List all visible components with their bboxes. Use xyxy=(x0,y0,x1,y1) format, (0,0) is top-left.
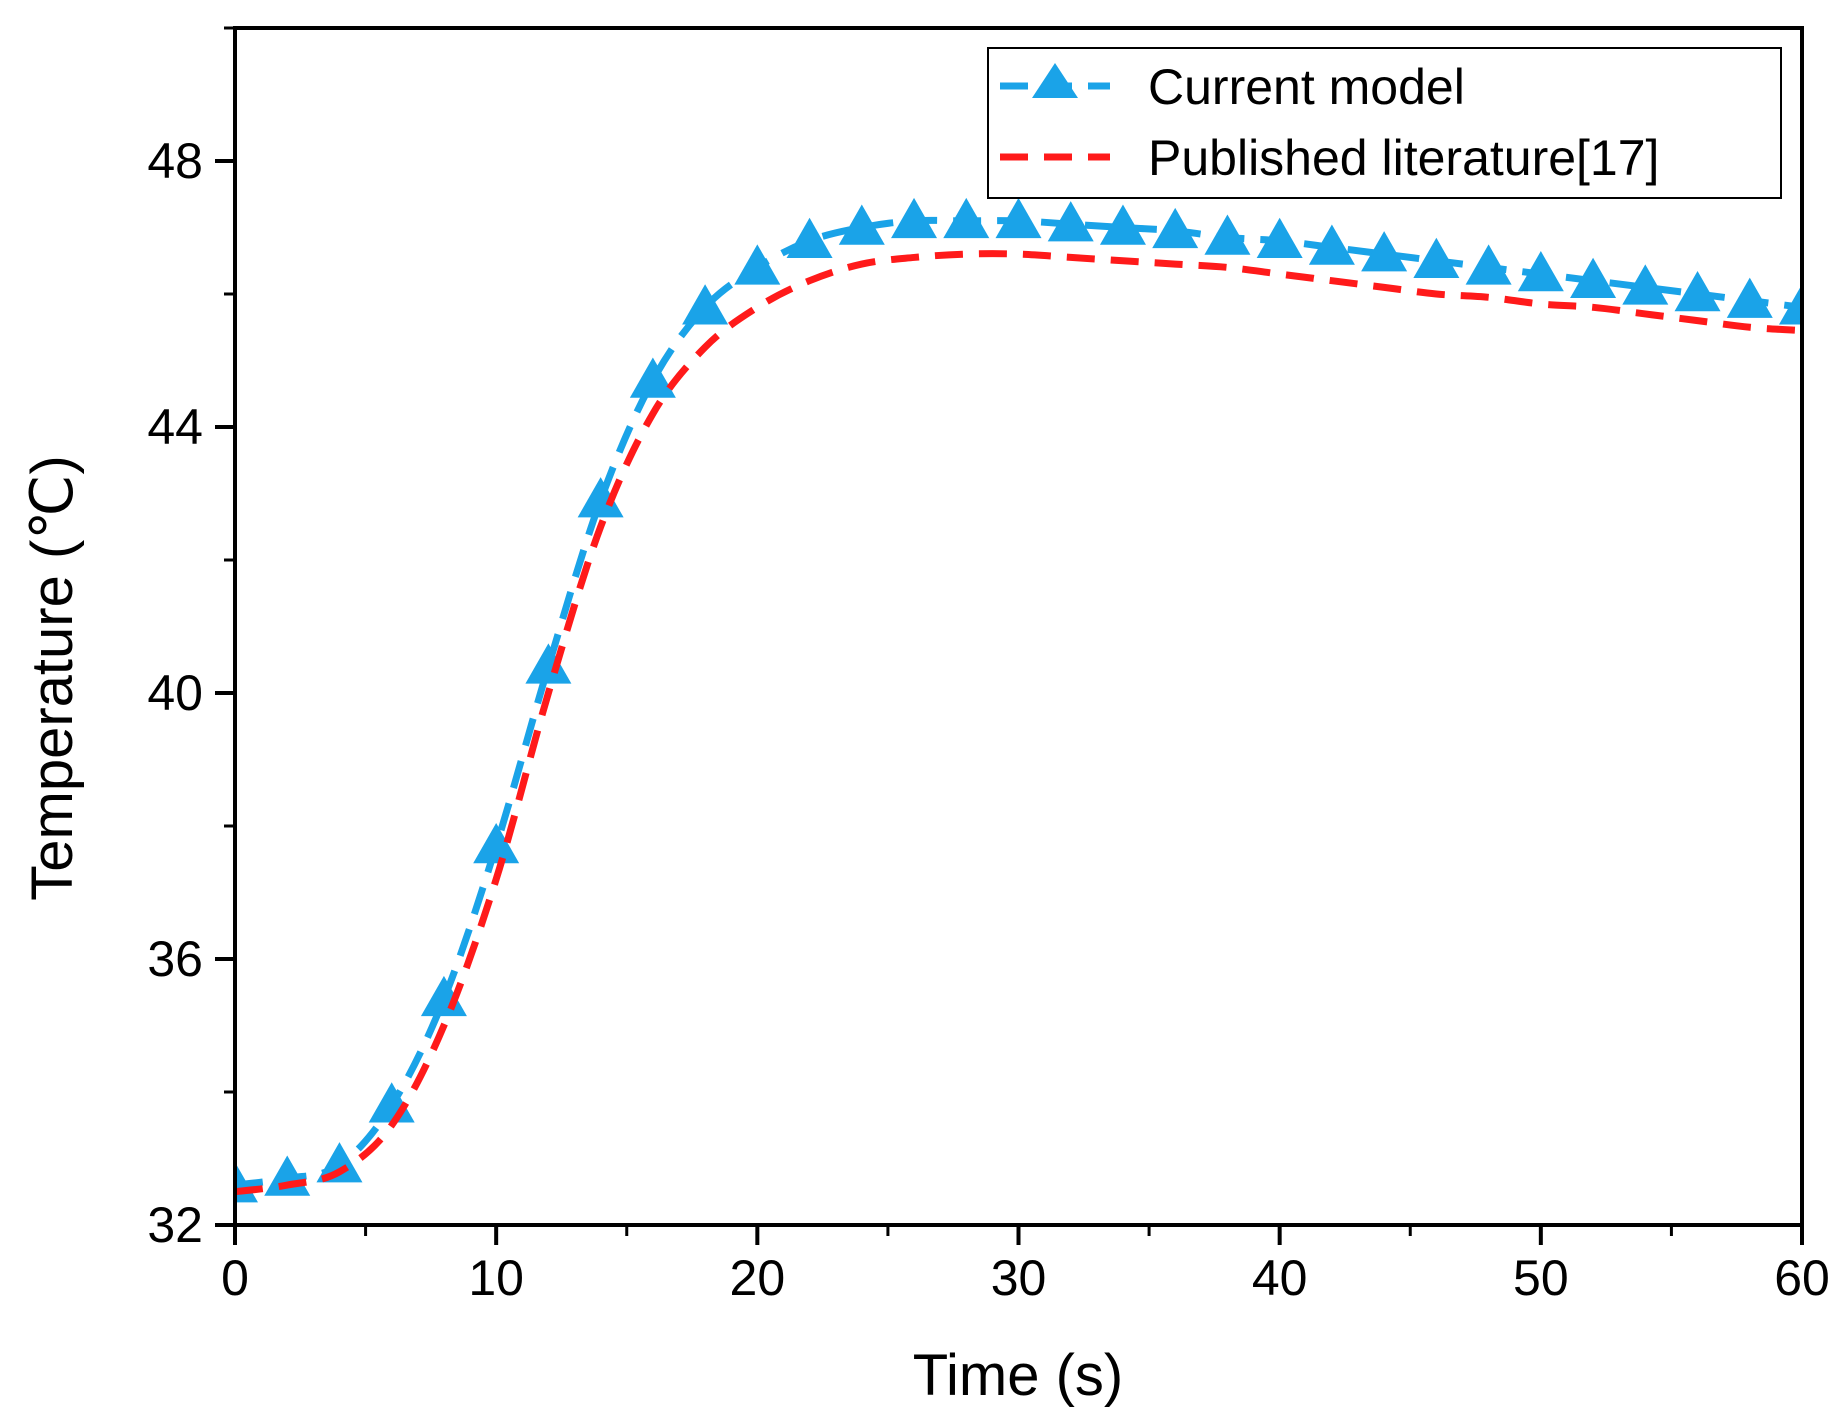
x-tick-label: 50 xyxy=(1513,1250,1569,1306)
data-point-marker xyxy=(734,244,781,285)
y-tick-label: 36 xyxy=(147,931,203,987)
legend-triangle-marker-icon xyxy=(1032,63,1078,98)
data-point-marker xyxy=(682,284,729,325)
series-layer xyxy=(235,197,1802,1203)
y-tick-label: 44 xyxy=(147,399,203,455)
data-point-marker xyxy=(316,1142,363,1183)
y-tick-label: 32 xyxy=(147,1197,203,1253)
data-point-marker xyxy=(1570,257,1617,298)
x-tick-label: 40 xyxy=(1252,1250,1308,1306)
series-0 xyxy=(235,197,1802,1203)
data-point-marker xyxy=(1622,264,1669,305)
y-tick-label: 40 xyxy=(147,665,203,721)
y-axis-title: Temperature (℃) xyxy=(20,455,85,900)
data-point-marker xyxy=(1726,277,1773,318)
x-tick-label: 30 xyxy=(991,1250,1047,1306)
data-point-marker xyxy=(525,643,572,684)
legend-label-published-literature: Published literature[17] xyxy=(1148,130,1659,186)
data-point-marker xyxy=(1674,271,1721,312)
data-point-marker xyxy=(891,197,938,239)
data-point-marker xyxy=(1465,244,1512,285)
data-point-marker xyxy=(838,204,885,245)
data-point-marker xyxy=(1152,207,1199,249)
y-tick-label: 48 xyxy=(147,133,203,189)
legend: Current model Published literature[17] xyxy=(987,47,1782,199)
data-point-marker xyxy=(1779,284,1802,325)
series-1 xyxy=(235,250,1802,1196)
data-point-marker xyxy=(1361,231,1408,272)
x-tick-label: 10 xyxy=(468,1250,524,1306)
x-tick-label: 0 xyxy=(221,1250,249,1306)
data-point-marker xyxy=(577,477,624,518)
series-line-0 xyxy=(235,216,1802,1189)
data-point-marker xyxy=(1517,251,1564,292)
data-point-marker xyxy=(1204,214,1251,255)
data-point-marker xyxy=(1308,224,1355,265)
data-point-marker xyxy=(786,217,833,259)
data-point-marker xyxy=(1256,217,1303,259)
axes-layer: 0 10 20 30 40 50 60 32 36 40 44 48 xyxy=(147,26,1830,1306)
legend-box xyxy=(987,47,1782,199)
data-point-marker xyxy=(1099,204,1146,245)
data-point-marker xyxy=(473,822,520,864)
data-point-marker xyxy=(995,197,1042,239)
x-tick-label: 20 xyxy=(730,1250,786,1306)
data-point-marker xyxy=(943,197,990,239)
x-tick-label: 60 xyxy=(1774,1250,1830,1306)
data-point-marker xyxy=(1413,237,1460,278)
x-axis-title: Time (s) xyxy=(913,1343,1123,1408)
data-point-marker xyxy=(1047,201,1094,242)
data-point-marker xyxy=(629,357,676,398)
legend-label-current-model: Current model xyxy=(1148,59,1465,115)
series-line-1 xyxy=(235,250,1802,1196)
